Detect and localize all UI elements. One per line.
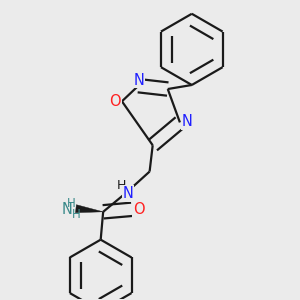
Text: O: O <box>109 94 121 109</box>
Text: N: N <box>134 73 145 88</box>
Text: N: N <box>122 186 134 201</box>
Text: H: H <box>117 179 126 192</box>
Text: O: O <box>133 202 144 217</box>
Text: N: N <box>181 114 192 129</box>
Polygon shape <box>76 205 103 213</box>
Text: H: H <box>71 208 80 221</box>
Text: N: N <box>62 202 73 217</box>
Text: H: H <box>67 197 76 210</box>
